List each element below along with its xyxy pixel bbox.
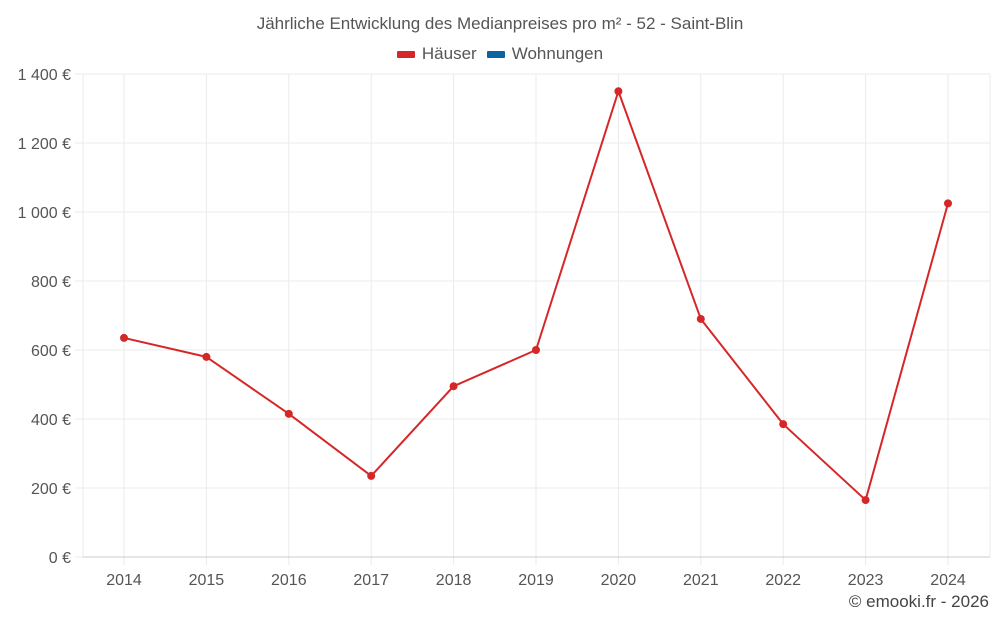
- x-tick-label: 2024: [930, 572, 966, 589]
- data-point[interactable]: [449, 382, 458, 391]
- gridlines: [82, 73, 991, 565]
- data-point[interactable]: [284, 409, 293, 418]
- legend-swatch-wohnungen: [486, 50, 505, 58]
- data-point[interactable]: [696, 314, 705, 323]
- y-tick-label: 1 200 €: [18, 136, 71, 153]
- series-haeuser: [120, 87, 952, 505]
- legend-label-wohnungen: Wohnungen: [511, 44, 604, 63]
- data-point[interactable]: [779, 420, 788, 429]
- x-tick-label: 2018: [436, 572, 472, 589]
- data-point[interactable]: [614, 87, 623, 96]
- y-tick-label: 1 400 €: [18, 67, 71, 84]
- x-tick-label: 2019: [518, 572, 554, 589]
- chart-title: Jährliche Entwicklung des Medianpreises …: [256, 14, 744, 33]
- data-point[interactable]: [202, 352, 211, 361]
- legend: Häuser Wohnungen: [0, 44, 1000, 64]
- x-tick-label: 2023: [848, 572, 884, 589]
- y-tick-label: 1 000 €: [18, 205, 71, 222]
- y-tick-label: 0 €: [49, 550, 71, 567]
- y-tick-label: 200 €: [31, 481, 71, 498]
- data-point[interactable]: [367, 471, 376, 480]
- y-axis: 0 € 200 € 400 € 600 € 800 € 1 000 € 1 200 € 1 4…: [18, 67, 83, 567]
- data-point[interactable]: [532, 346, 540, 354]
- x-tick-label: 2017: [353, 572, 389, 589]
- copyright-credit: © emooki.fr - 2026: [848, 592, 989, 611]
- legend-swatch-haeuser: [396, 50, 415, 58]
- x-tick-label: 2016: [271, 572, 307, 589]
- x-tick-label: 2015: [189, 572, 225, 589]
- x-tick-label: 2021: [683, 572, 719, 589]
- y-tick-label: 600 €: [31, 343, 71, 360]
- legend-item-haeuser[interactable]: Häuser: [396, 44, 477, 64]
- x-tick-label: 2014: [106, 572, 142, 589]
- y-tick-label: 400 €: [31, 412, 71, 429]
- data-point[interactable]: [944, 199, 952, 208]
- legend-item-wohnungen[interactable]: Wohnungen: [486, 44, 604, 64]
- x-axis: 2014 2015 2016 2017 2018 2019 2020 2021 2022 2023…: [83, 556, 990, 589]
- data-point[interactable]: [120, 333, 128, 342]
- legend-label-haeuser: Häuser: [421, 44, 477, 63]
- x-tick-label: 2020: [601, 572, 637, 589]
- data-point[interactable]: [861, 496, 870, 505]
- y-tick-label: 800 €: [31, 274, 71, 291]
- x-tick-label: 2022: [765, 572, 801, 589]
